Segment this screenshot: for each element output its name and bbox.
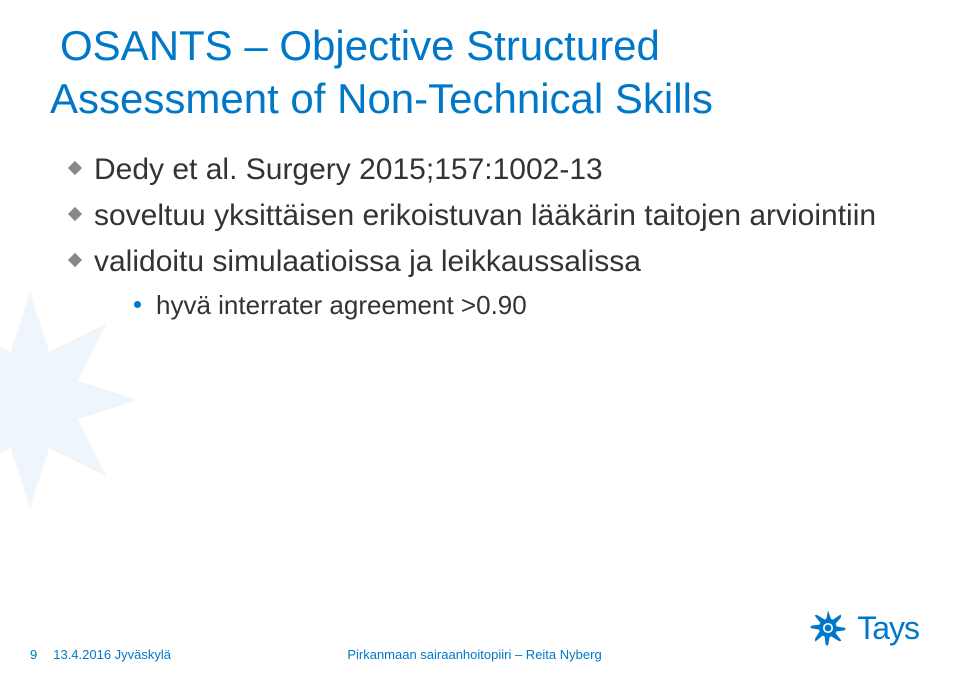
slide-container: OSANTS – Objective Structured Assessment… bbox=[0, 0, 959, 684]
title-line-1: OSANTS – Objective Structured bbox=[60, 22, 660, 69]
list-item: validoitu simulaatioissa ja leikkaussali… bbox=[70, 241, 919, 323]
list-item: soveltuu yksittäisen erikoistuvan lääkär… bbox=[70, 195, 919, 237]
title-line-2: Assessment of Non-Technical Skills bbox=[50, 75, 713, 122]
bullet-text: soveltuu yksittäisen erikoistuvan lääkär… bbox=[94, 199, 876, 232]
page-number: 9 bbox=[30, 647, 37, 662]
diamond-bullet-icon bbox=[68, 207, 82, 221]
tays-logo-icon bbox=[807, 607, 849, 649]
bullet-text: Dedy et al. Surgery 2015;157:1002-13 bbox=[94, 153, 603, 186]
tays-logo-text: Tays bbox=[857, 610, 919, 647]
diamond-bullet-icon bbox=[68, 253, 82, 267]
slide-footer: 9 13.4.2016 Jyväskylä Pirkanmaan sairaan… bbox=[30, 647, 919, 662]
footer-left: 9 13.4.2016 Jyväskylä bbox=[30, 647, 171, 662]
footer-attribution: Pirkanmaan sairaanhoitopiiri – Reita Nyb… bbox=[347, 647, 601, 662]
bullet-list: Dedy et al. Surgery 2015;157:1002-13 sov… bbox=[70, 149, 919, 323]
diamond-bullet-icon bbox=[68, 161, 82, 175]
dot-bullet-icon bbox=[134, 301, 141, 308]
footer-date-location: 13.4.2016 Jyväskylä bbox=[53, 647, 171, 662]
bullet-text: validoitu simulaatioissa ja leikkaussali… bbox=[94, 245, 641, 278]
sub-bullet-list: hyvä interrater agreement >0.90 bbox=[134, 287, 919, 323]
list-item: Dedy et al. Surgery 2015;157:1002-13 bbox=[70, 149, 919, 191]
sub-list-item: hyvä interrater agreement >0.90 bbox=[134, 287, 919, 323]
sub-bullet-text: hyvä interrater agreement >0.90 bbox=[156, 290, 527, 320]
slide-title: OSANTS – Objective Structured Assessment… bbox=[60, 20, 919, 125]
tays-logo: Tays bbox=[807, 607, 919, 649]
